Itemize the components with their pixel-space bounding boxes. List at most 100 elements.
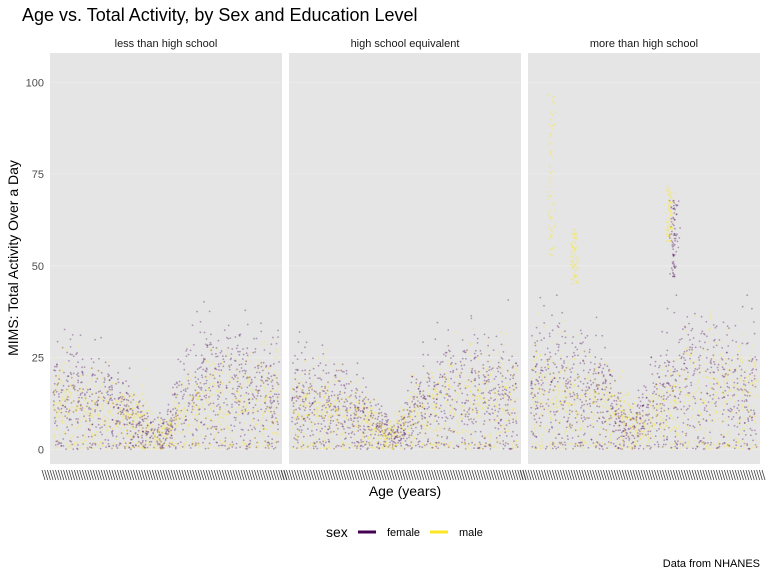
point bbox=[356, 362, 359, 365]
point bbox=[251, 418, 254, 421]
point bbox=[393, 424, 395, 427]
point bbox=[169, 419, 172, 422]
point bbox=[298, 331, 301, 333]
point bbox=[62, 394, 65, 396]
point bbox=[381, 434, 384, 437]
point bbox=[200, 354, 203, 357]
point bbox=[359, 445, 362, 448]
point bbox=[370, 427, 373, 430]
point bbox=[472, 403, 475, 406]
point bbox=[205, 360, 208, 363]
point bbox=[417, 420, 420, 423]
x-tick bbox=[304, 469, 309, 481]
point bbox=[272, 423, 275, 426]
point bbox=[168, 442, 171, 445]
point bbox=[217, 431, 220, 434]
point bbox=[391, 435, 394, 437]
point bbox=[257, 364, 260, 367]
point bbox=[242, 410, 245, 412]
point bbox=[313, 408, 316, 411]
point bbox=[485, 381, 488, 384]
point bbox=[350, 380, 352, 383]
point bbox=[378, 429, 380, 431]
point bbox=[334, 400, 337, 402]
point bbox=[335, 433, 338, 436]
point bbox=[129, 401, 132, 404]
point bbox=[219, 381, 222, 383]
point bbox=[420, 414, 423, 417]
point bbox=[190, 411, 193, 413]
point bbox=[140, 424, 143, 426]
point bbox=[73, 434, 75, 437]
point bbox=[138, 424, 141, 427]
point bbox=[97, 391, 100, 393]
point bbox=[125, 391, 128, 394]
point bbox=[126, 403, 129, 406]
point bbox=[300, 381, 303, 384]
point bbox=[71, 410, 73, 413]
point bbox=[91, 423, 94, 426]
point bbox=[425, 443, 428, 446]
point bbox=[345, 409, 347, 412]
point bbox=[278, 414, 280, 417]
point bbox=[251, 398, 254, 400]
point bbox=[123, 445, 126, 448]
point bbox=[115, 445, 118, 448]
point bbox=[367, 414, 370, 417]
point bbox=[112, 421, 115, 424]
point bbox=[133, 446, 136, 448]
point bbox=[313, 397, 316, 399]
point bbox=[464, 408, 467, 410]
point bbox=[146, 446, 149, 449]
point bbox=[474, 386, 477, 389]
point bbox=[389, 441, 391, 444]
point bbox=[505, 411, 507, 413]
point bbox=[109, 388, 111, 391]
point bbox=[155, 436, 158, 439]
point bbox=[72, 384, 75, 387]
point bbox=[159, 439, 161, 442]
point bbox=[470, 371, 473, 374]
point bbox=[238, 394, 241, 397]
point bbox=[61, 422, 64, 425]
x-tick bbox=[63, 469, 67, 481]
point bbox=[73, 443, 76, 446]
point bbox=[414, 396, 417, 399]
point bbox=[345, 409, 348, 412]
point bbox=[58, 441, 60, 444]
point bbox=[175, 418, 178, 421]
point bbox=[129, 413, 132, 416]
point bbox=[440, 442, 443, 444]
point bbox=[427, 425, 429, 428]
point bbox=[324, 417, 326, 420]
point bbox=[213, 419, 215, 422]
point bbox=[161, 427, 164, 430]
point bbox=[557, 349, 560, 352]
point bbox=[220, 423, 223, 426]
point bbox=[99, 418, 101, 420]
point bbox=[328, 425, 331, 428]
point bbox=[192, 396, 195, 399]
point bbox=[322, 390, 324, 392]
point bbox=[113, 405, 115, 408]
point bbox=[142, 392, 144, 395]
point bbox=[235, 447, 238, 449]
point bbox=[271, 416, 274, 418]
point bbox=[327, 419, 329, 422]
point bbox=[417, 405, 419, 408]
x-tick bbox=[213, 469, 218, 481]
point bbox=[343, 448, 346, 450]
point bbox=[420, 403, 423, 406]
point bbox=[218, 395, 221, 398]
point bbox=[404, 418, 407, 421]
point bbox=[165, 437, 168, 439]
point bbox=[198, 405, 201, 408]
point bbox=[460, 413, 463, 416]
point bbox=[126, 401, 129, 403]
point bbox=[330, 416, 332, 419]
point bbox=[511, 412, 513, 414]
point bbox=[135, 426, 138, 429]
point bbox=[434, 428, 437, 431]
point bbox=[140, 424, 143, 426]
point bbox=[407, 431, 410, 434]
